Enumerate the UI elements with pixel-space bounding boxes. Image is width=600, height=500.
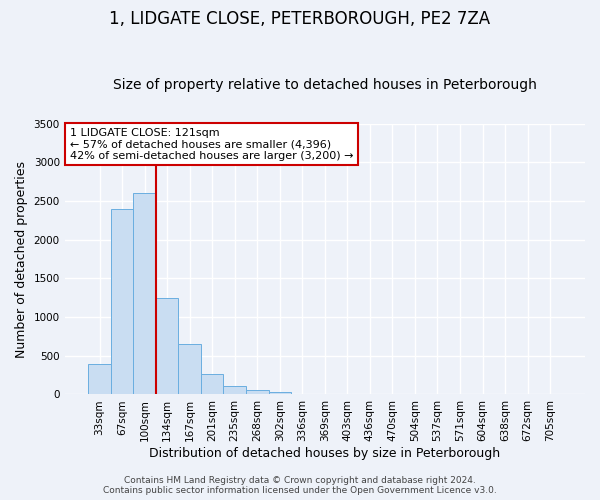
X-axis label: Distribution of detached houses by size in Peterborough: Distribution of detached houses by size … bbox=[149, 447, 500, 460]
Bar bbox=[269, 392, 291, 394]
Y-axis label: Number of detached properties: Number of detached properties bbox=[15, 160, 28, 358]
Bar bbox=[201, 374, 223, 394]
Bar bbox=[246, 390, 269, 394]
Bar bbox=[133, 194, 156, 394]
Bar bbox=[111, 209, 133, 394]
Text: Contains HM Land Registry data © Crown copyright and database right 2024.
Contai: Contains HM Land Registry data © Crown c… bbox=[103, 476, 497, 495]
Text: 1, LIDGATE CLOSE, PETERBOROUGH, PE2 7ZA: 1, LIDGATE CLOSE, PETERBOROUGH, PE2 7ZA bbox=[109, 10, 491, 28]
Bar bbox=[223, 386, 246, 394]
Title: Size of property relative to detached houses in Peterborough: Size of property relative to detached ho… bbox=[113, 78, 537, 92]
Bar bbox=[156, 298, 178, 394]
Bar bbox=[88, 364, 111, 394]
Text: 1 LIDGATE CLOSE: 121sqm
← 57% of detached houses are smaller (4,396)
42% of semi: 1 LIDGATE CLOSE: 121sqm ← 57% of detache… bbox=[70, 128, 353, 161]
Bar bbox=[178, 344, 201, 395]
